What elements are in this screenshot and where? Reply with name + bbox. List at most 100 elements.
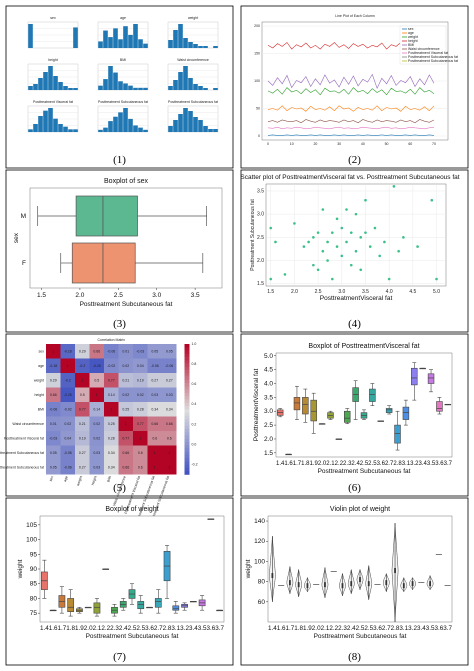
y-tick-label: 200 xyxy=(254,24,260,28)
histogram-bar xyxy=(133,125,138,132)
histogram-bar xyxy=(213,88,218,90)
histogram-bar xyxy=(63,86,68,90)
x-tick-label: 3.0 xyxy=(152,292,161,299)
histogram-bar xyxy=(178,24,183,48)
panel-caption: (6) xyxy=(348,482,361,494)
heatmap-cell xyxy=(46,373,61,388)
heatmap-cell xyxy=(60,344,75,359)
y-axis-label: PosttreatmentVisceral fat xyxy=(253,369,260,442)
histogram-bar xyxy=(53,76,58,90)
histogram-bar xyxy=(103,127,108,132)
colorbar-segment xyxy=(184,415,190,420)
scatter-point xyxy=(383,240,386,244)
heatmap-cell xyxy=(118,373,133,388)
heatmap-cell xyxy=(60,358,75,373)
heatmap-cell xyxy=(147,431,162,446)
heatmap-value: 0.77 xyxy=(122,436,129,440)
scatter-point xyxy=(321,249,325,253)
heatmap-value: 1 xyxy=(168,451,170,455)
colorbar-segment xyxy=(184,471,190,475)
y-axis-label: weight xyxy=(17,559,24,579)
heatmap-value: 0.34 xyxy=(166,407,173,411)
heatmap-value: -0.2 xyxy=(65,378,71,382)
colorbar-segment xyxy=(184,370,190,374)
colorbar-tick: 0.4 xyxy=(192,402,197,406)
heatmap-value: 0.77 xyxy=(79,407,86,411)
heatmap-cell xyxy=(147,358,162,373)
panel-frame xyxy=(5,497,234,666)
scatter-point xyxy=(392,185,396,188)
heatmap-value: 0.77 xyxy=(137,422,144,426)
col-label: height xyxy=(91,475,98,485)
box xyxy=(394,424,401,444)
heatmap-cell xyxy=(75,460,90,475)
violin-iqr xyxy=(350,581,353,587)
heatmap-value: -0.06 xyxy=(165,364,173,368)
colorbar-tick: 0.0 xyxy=(192,442,197,446)
x-axis-label: Posttreatment Subcutaneous fat xyxy=(86,633,179,640)
x-tick-label: 70 xyxy=(432,142,436,146)
y-tick-label: 3.0 xyxy=(257,212,264,218)
histogram-bar xyxy=(193,84,198,90)
legend-label: Posttreatment Subcutaneous fat xyxy=(408,59,458,63)
scatter-point xyxy=(364,231,367,234)
panel-caption: (3) xyxy=(113,318,126,330)
panel-frame xyxy=(240,169,469,333)
y-tick-label: 3.5 xyxy=(257,188,264,194)
y-tick-label: 2.5 xyxy=(257,235,264,241)
legend-label: Posttreatment Visceral fat xyxy=(408,51,448,55)
heatmap-cell xyxy=(89,431,104,446)
heatmap-value: -0.06 xyxy=(151,364,159,368)
scatter-plot: Scatter plot of PosttreatmentVisceral fa… xyxy=(240,174,459,302)
scatter-point xyxy=(283,273,287,276)
legend-box xyxy=(399,25,447,65)
scatter-point xyxy=(387,277,391,281)
heatmap-value: 0.28 xyxy=(108,436,115,440)
row-label: weight xyxy=(34,378,44,382)
y-tick-label: 3.5 xyxy=(264,394,273,401)
row-label: age xyxy=(38,364,44,368)
histogram-bar xyxy=(103,30,108,48)
heatmap-value: 0.6 xyxy=(138,465,143,469)
violin-iqr xyxy=(341,583,344,589)
violin-iqr xyxy=(429,581,431,587)
subplot-title: Posttreatment Visceral fat xyxy=(33,100,73,104)
colorbar-segment xyxy=(184,399,190,404)
heatmap-value: 0.27 xyxy=(79,465,86,469)
scatter-point xyxy=(331,277,334,281)
histogram-bar xyxy=(118,112,123,132)
heatmap-value: 1 xyxy=(168,465,170,469)
heatmap-cell xyxy=(75,373,90,388)
heatmap-value: 0.01 xyxy=(122,349,129,353)
heatmap-cell xyxy=(89,460,104,475)
series-line xyxy=(267,119,435,124)
histogram-bar xyxy=(168,126,173,132)
col-label: weight xyxy=(76,475,83,486)
heatmap-cell xyxy=(60,387,75,402)
histogram-bar xyxy=(143,43,148,48)
heatmap-cell xyxy=(162,416,177,431)
y-tick-label: 85 xyxy=(30,581,38,588)
heatmap-cell xyxy=(104,358,119,373)
heatmap-value: -0.25 xyxy=(64,393,72,397)
histogram-bar xyxy=(43,110,48,132)
scatter-point xyxy=(345,208,348,211)
heatmap-cell xyxy=(60,373,75,388)
panel-frame xyxy=(5,5,234,169)
scatter-point xyxy=(435,277,438,281)
row-label: Posttreatment Subcutaneous fat xyxy=(0,451,44,455)
histogram-bar xyxy=(128,118,133,132)
heatmap-cell xyxy=(60,431,75,446)
histogram-bar xyxy=(58,124,63,132)
heatmap-cell xyxy=(162,358,177,373)
x-tick-label: 60 xyxy=(408,142,412,146)
violin-iqr xyxy=(324,582,326,588)
heatmap-value: -0.03 xyxy=(136,349,144,353)
legend-label: Waist circumference xyxy=(408,47,440,51)
histogram-bar xyxy=(48,108,53,132)
heatmap-value: -0.06 xyxy=(64,465,72,469)
histogram-bar xyxy=(173,80,178,90)
heatmap-value: 0.29 xyxy=(50,378,57,382)
